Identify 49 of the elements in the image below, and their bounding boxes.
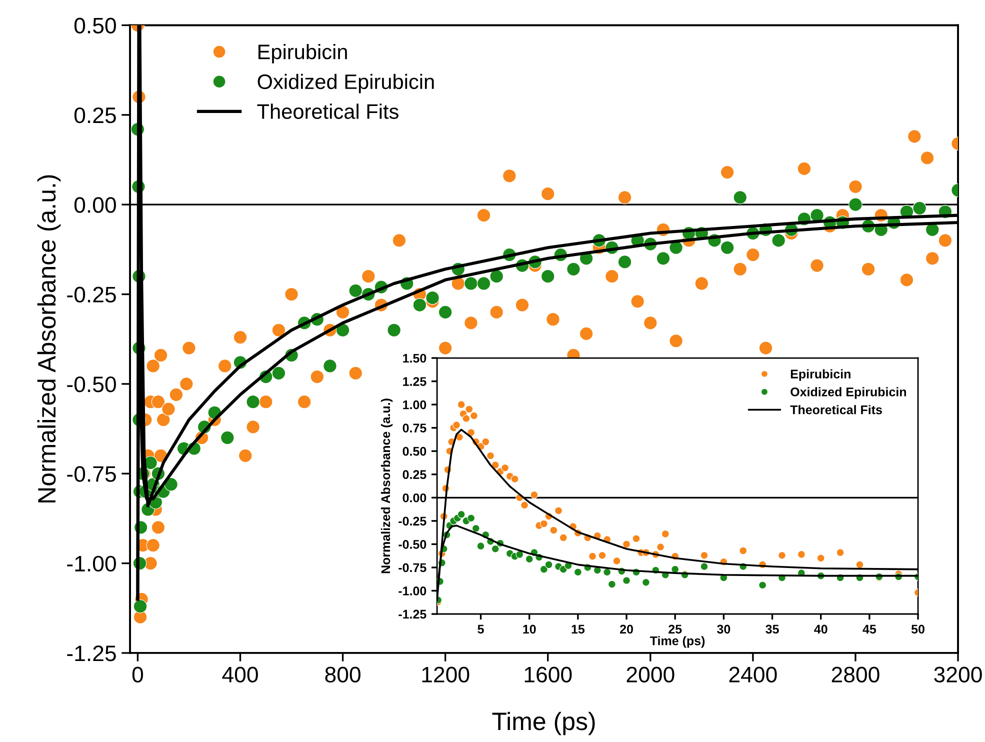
y-tick-label: -0.50 bbox=[398, 540, 426, 549]
y-tick-label: -1.00 bbox=[398, 586, 426, 596]
x-tick-label: 1600 bbox=[524, 666, 572, 682]
x-tick-label: 0 bbox=[132, 666, 144, 682]
x-tick-label: 40 bbox=[814, 624, 828, 634]
x-tick-label: 35 bbox=[766, 624, 779, 634]
y-tick-label: -0.50 bbox=[67, 376, 116, 392]
x-tick-label: 2400 bbox=[729, 666, 777, 682]
y-tick-label: 0.50 bbox=[402, 446, 426, 456]
y-tick-label: 0.25 bbox=[74, 107, 116, 124]
y-tick-label: 0.00 bbox=[402, 493, 426, 502]
legend-label: Epirubicin bbox=[790, 369, 850, 381]
legend-label: Theoretical Fits bbox=[257, 104, 398, 119]
legend-label: Theoretical Fits bbox=[790, 405, 882, 414]
y-tick-label: 1.25 bbox=[403, 377, 426, 386]
legend-label: Oxidized Epirubicin bbox=[790, 387, 906, 399]
x-tick-label: 3200 bbox=[934, 666, 982, 682]
legend-label: Epirubicin bbox=[258, 44, 347, 64]
legend-label: Oxidized Epirubicin bbox=[258, 74, 434, 94]
y-tick-label: 0.25 bbox=[402, 470, 426, 480]
x-tick-label: 400 bbox=[222, 666, 258, 682]
x-tick-label: 2000 bbox=[626, 666, 674, 682]
x-tick-label: 5 bbox=[478, 624, 484, 634]
y-tick-label: 1.00 bbox=[403, 400, 426, 410]
x-tick-label: 45 bbox=[862, 624, 876, 634]
x-tick-label: 1200 bbox=[422, 666, 470, 682]
y-tick-label: -1.00 bbox=[67, 556, 116, 572]
y-tick-label: -0.25 bbox=[398, 516, 426, 526]
x-tick-label: 20 bbox=[620, 624, 633, 634]
y-tick-label: 1.50 bbox=[403, 354, 426, 363]
x-tick-label: 800 bbox=[325, 666, 360, 682]
y-tick-label: -1.25 bbox=[398, 610, 426, 619]
y-tick-label: -1.25 bbox=[67, 645, 116, 662]
x-tick-label: 15 bbox=[572, 624, 585, 634]
y-axis-title: Normalized Absorbance (a.u.) bbox=[37, 175, 61, 502]
x-tick-label: 30 bbox=[717, 624, 730, 634]
y-tick-label: -0.75 bbox=[398, 563, 426, 572]
x-tick-label: 50 bbox=[911, 624, 924, 634]
y-tick-label: -0.25 bbox=[67, 286, 116, 303]
y-axis-title: Normalized Absorbance (a.u.) bbox=[380, 398, 393, 574]
x-tick-label: 2800 bbox=[832, 666, 880, 682]
x-axis-title: Time (ps) bbox=[492, 712, 595, 736]
x-tick-label: 25 bbox=[668, 624, 682, 634]
x-axis-title: Time (ps) bbox=[650, 636, 705, 648]
y-tick-label: 0.00 bbox=[74, 197, 116, 213]
y-tick-label: 0.75 bbox=[402, 424, 426, 432]
y-tick-label: -0.75 bbox=[67, 466, 116, 482]
y-tick-label: 0.50 bbox=[74, 18, 116, 34]
x-tick-label: 10 bbox=[523, 624, 536, 634]
